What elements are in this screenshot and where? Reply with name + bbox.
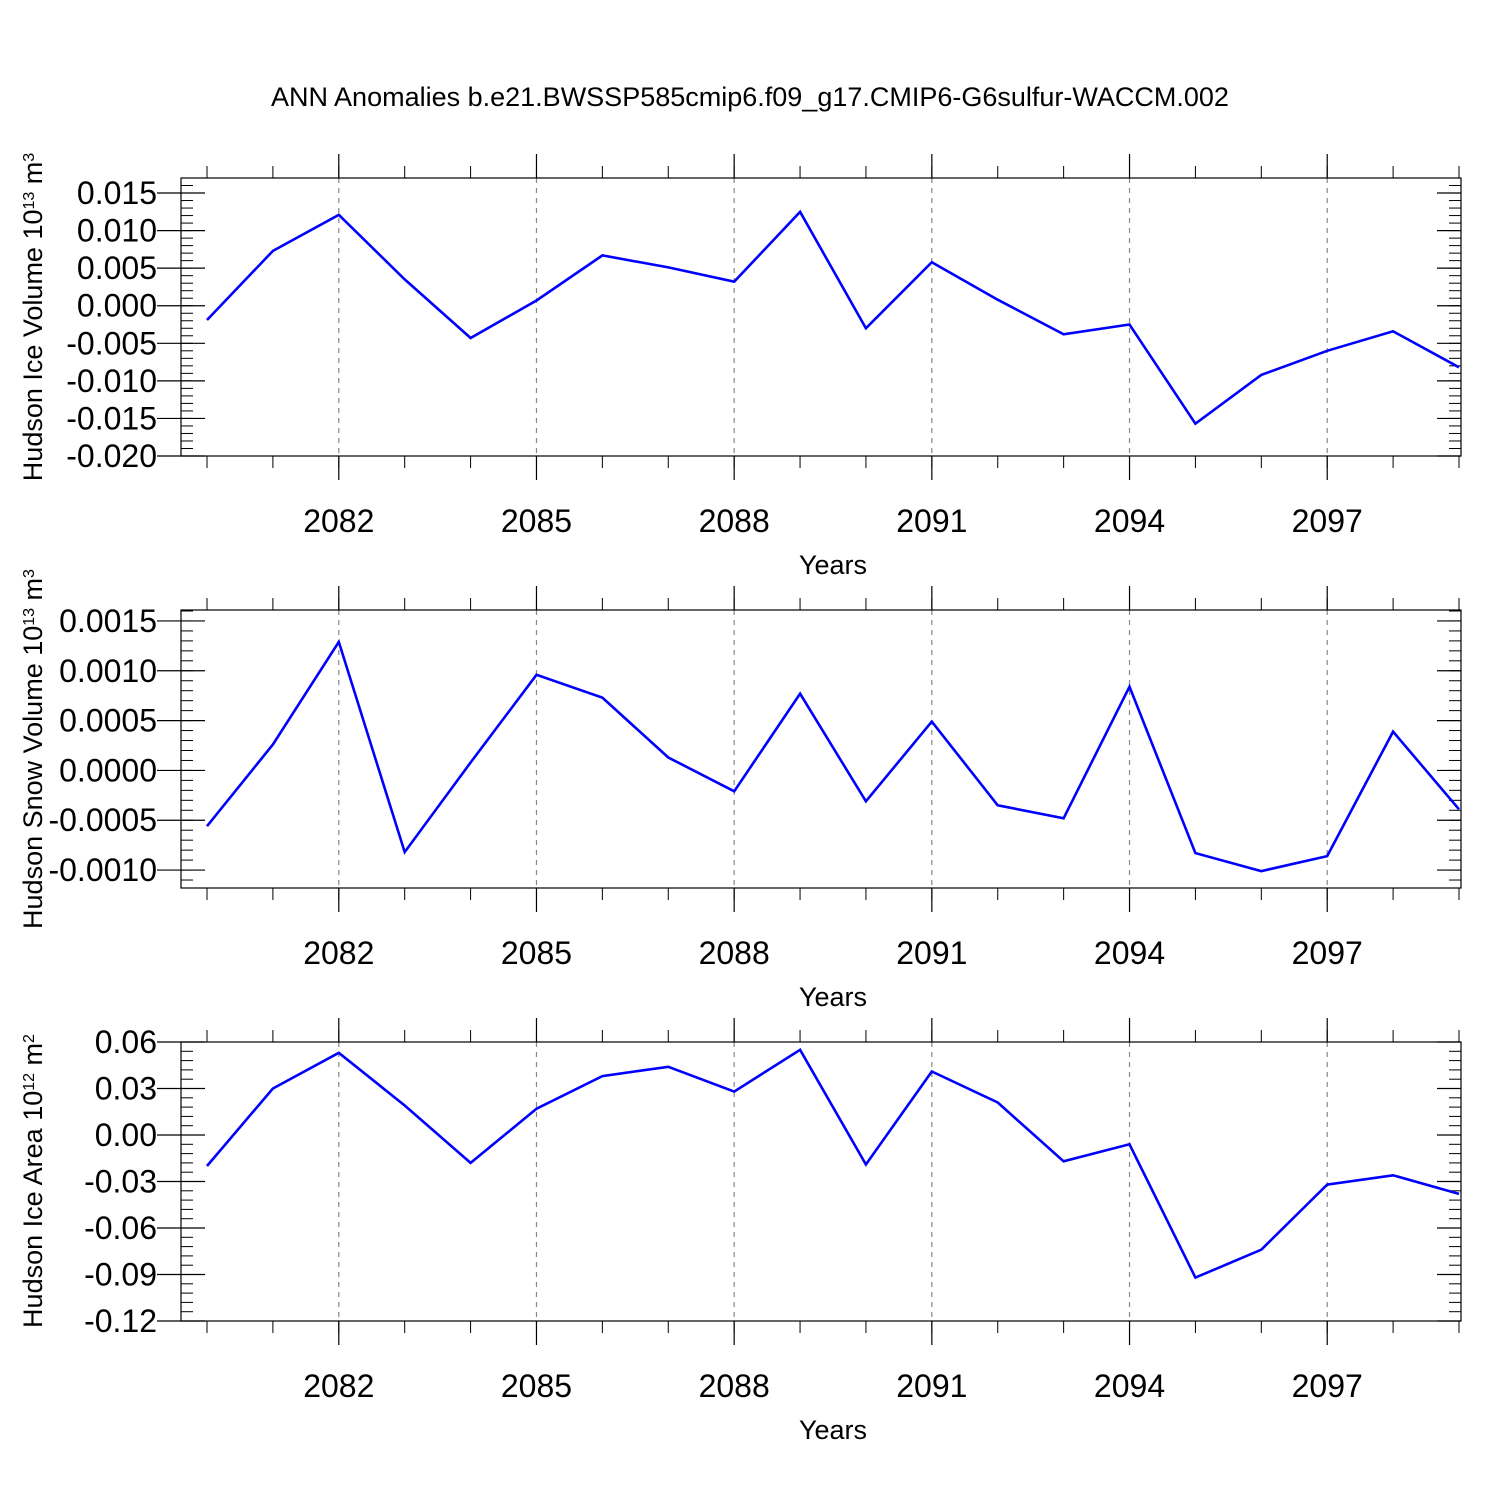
y-tick-label: -0.020: [66, 438, 157, 474]
y-tick-label: 0.03: [95, 1071, 157, 1107]
y-axis-label-unit: m: [18, 578, 48, 608]
series-line: [205, 638, 1460, 873]
y-axis-label-unit: m: [18, 1043, 48, 1073]
y-tick-label: 0.0000: [59, 752, 157, 788]
y-axis-label-exponent: 13: [21, 608, 38, 626]
y-tick-label: -0.06: [84, 1210, 157, 1246]
y-axis-label-exponent: 12: [21, 1073, 38, 1091]
y-axis-label-unit-exponent: 2: [21, 1034, 38, 1043]
y-tick-label: 0.06: [95, 1024, 157, 1060]
y-axis-label: Hudson Ice Volume 1013 m3: [18, 153, 48, 481]
x-axis-label: Years: [799, 982, 867, 1012]
plot-frame: [180, 609, 1462, 889]
x-axis-label: Years: [799, 550, 867, 580]
y-tick-label: 0.0015: [59, 603, 157, 639]
chart-panels: 0.0150.0100.0050.000-0.005-0.010-0.015-0…: [18, 153, 1462, 1445]
y-tick-label: 0.000: [77, 288, 157, 324]
series-line: [206, 209, 1460, 426]
x-tick-label: 2094: [1094, 1368, 1165, 1404]
x-tick-label: 2082: [303, 935, 374, 971]
y-axis-label-main: Hudson Snow Volume 10: [18, 626, 48, 929]
x-tick-label: 2091: [896, 935, 967, 971]
x-tick-label: 2085: [501, 503, 572, 539]
y-axis-label-exponent: 13: [21, 192, 38, 210]
chart-panel-3: 0.06 0.03 0.00 -0.03 -0.06 -0.09 -0.12 2082 2085…: [18, 1018, 1462, 1445]
y-tick-label: 0.0010: [59, 653, 157, 689]
x-tick-label: 2082: [303, 503, 374, 539]
y-tick-label: -0.005: [66, 325, 157, 361]
y-tick-label: 0.010: [77, 213, 157, 249]
x-tick-label: 2094: [1094, 935, 1165, 971]
x-tick-label: 2097: [1292, 1368, 1363, 1404]
y-tick-label: -0.03: [84, 1164, 157, 1200]
x-tick-label: 2091: [896, 503, 967, 539]
y-axis-label-main: Hudson Ice Volume 10: [18, 210, 48, 482]
y-axis-label-unit: m: [18, 162, 48, 192]
x-tick-label: 2094: [1094, 503, 1165, 539]
y-tick-label: -0.0005: [48, 802, 157, 838]
series-line: [206, 1047, 1460, 1280]
y-axis-label-unit-exponent: 3: [21, 153, 38, 162]
y-tick-label: -0.09: [84, 1257, 157, 1293]
x-tick-label: 2091: [896, 1368, 967, 1404]
x-tick-label: 2088: [699, 1368, 770, 1404]
y-tick-label: -0.0010: [48, 852, 157, 888]
y-tick-label: -0.12: [84, 1303, 157, 1339]
x-tick-label: 2097: [1292, 503, 1363, 539]
y-tick-label: 0.005: [77, 250, 157, 286]
x-tick-label: 2088: [699, 503, 770, 539]
chart-panel-1: 0.0150.0100.0050.000-0.005-0.010-0.015-0…: [18, 153, 1462, 580]
chart-panel-2: 0.0015 0.0010 0.0005 0.0000 -0.0005 -0.0010 20…: [18, 569, 1462, 1012]
x-axis-label: Years: [799, 1415, 867, 1445]
y-axis-label-unit-exponent: 3: [21, 569, 38, 578]
figure-title: ANN Anomalies b.e21.BWSSP585cmip6.f09_g1…: [271, 82, 1229, 112]
y-axis-label: Hudson Snow Volume 1013 m3: [18, 569, 48, 929]
y-axis-label-main: Hudson Ice Area 10: [18, 1091, 48, 1328]
x-tick-label: 2082: [303, 1368, 374, 1404]
y-tick-label: 0.0005: [59, 703, 157, 739]
x-tick-label: 2097: [1292, 935, 1363, 971]
x-tick-label: 2085: [501, 1368, 572, 1404]
y-tick-label: -0.015: [66, 400, 157, 436]
x-tick-label: 2088: [699, 935, 770, 971]
y-axis-label: Hudson Ice Area 1012 m2: [18, 1034, 48, 1328]
y-tick-label: 0.00: [95, 1117, 157, 1153]
y-tick-label: -0.010: [66, 363, 157, 399]
plot-frame: [180, 177, 1462, 457]
y-tick-label: 0.015: [77, 175, 157, 211]
x-tick-label: 2085: [501, 935, 572, 971]
